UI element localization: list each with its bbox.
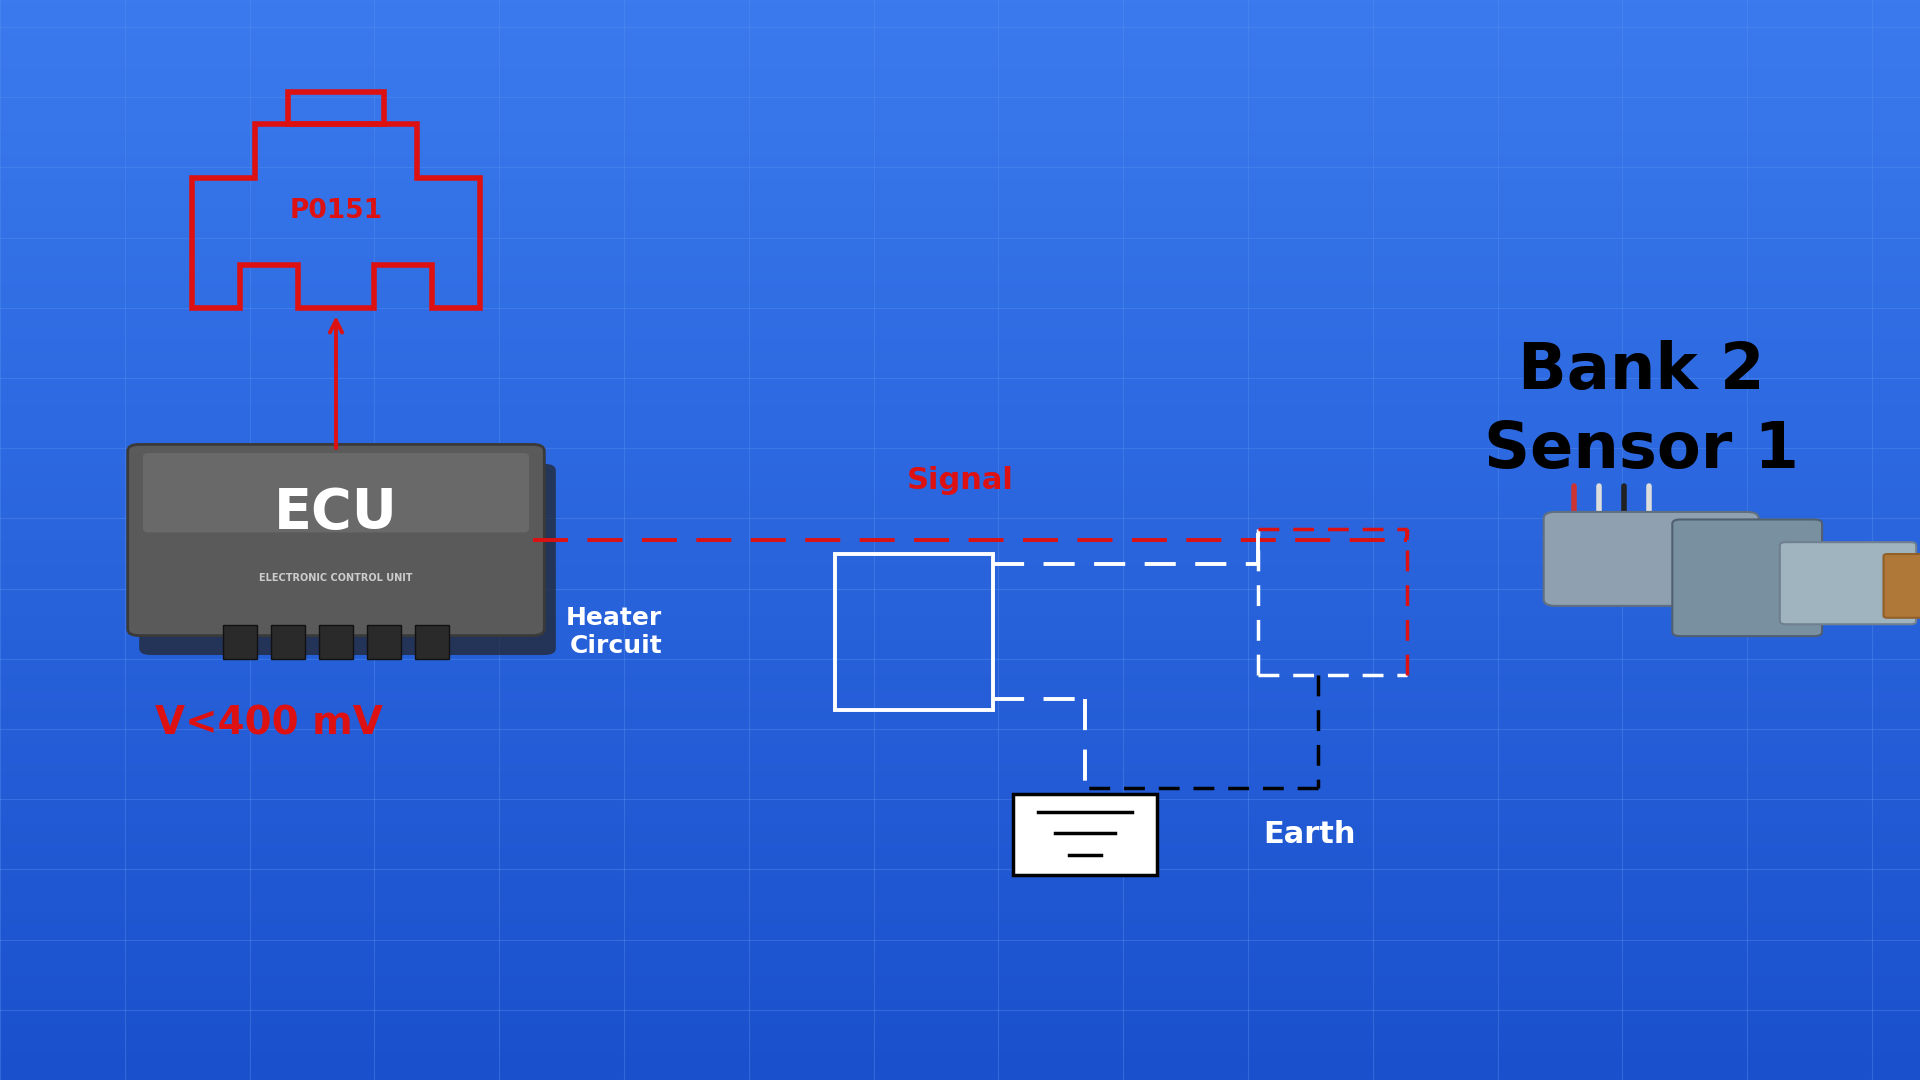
Text: Heater
Circuit: Heater Circuit <box>566 606 662 658</box>
FancyBboxPatch shape <box>1780 542 1916 624</box>
FancyBboxPatch shape <box>1544 512 1759 606</box>
Bar <box>835 553 993 711</box>
Text: P0151: P0151 <box>290 198 382 224</box>
Text: Earth: Earth <box>1263 820 1356 849</box>
Text: Signal: Signal <box>906 467 1014 495</box>
Text: Bank 2
Sensor 1: Bank 2 Sensor 1 <box>1484 340 1799 481</box>
Bar <box>367 624 401 659</box>
FancyBboxPatch shape <box>1672 519 1822 636</box>
FancyBboxPatch shape <box>127 445 545 635</box>
FancyBboxPatch shape <box>142 453 528 532</box>
Bar <box>223 624 257 659</box>
Text: ECU: ECU <box>275 486 397 540</box>
Text: ELECTRONIC CONTROL UNIT: ELECTRONIC CONTROL UNIT <box>259 572 413 583</box>
Bar <box>319 624 353 659</box>
Text: V<400 mV: V<400 mV <box>156 704 382 743</box>
Bar <box>1014 794 1156 875</box>
FancyBboxPatch shape <box>138 464 557 654</box>
Bar <box>271 624 305 659</box>
FancyBboxPatch shape <box>1884 554 1920 618</box>
Bar <box>415 624 449 659</box>
